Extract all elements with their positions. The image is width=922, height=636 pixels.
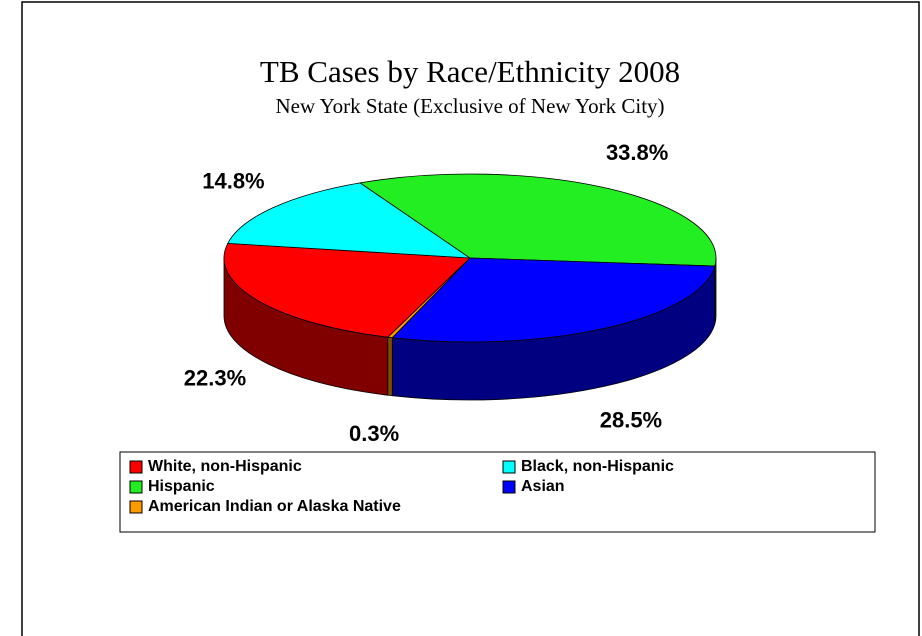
chart-title: TB Cases by Race/Ethnicity 2008	[260, 54, 680, 89]
pie-slice	[359, 173, 717, 267]
data-label: 14.8%	[202, 168, 264, 193]
legend-label: White, non-Hispanic	[148, 458, 302, 475]
pie-slice	[223, 242, 471, 338]
legend-swatch	[502, 460, 516, 474]
data-label: 33.8%	[606, 140, 668, 165]
legend-swatch	[129, 480, 143, 494]
legend-box	[119, 451, 876, 533]
pie-slice	[391, 257, 716, 343]
legend-label: Black, non-Hispanic	[521, 458, 674, 475]
legend-swatch	[129, 460, 143, 474]
legend-label: American Indian or Alaska Native	[148, 498, 401, 515]
data-label: 28.5%	[600, 407, 662, 432]
chart-subtitle: New York State (Exclusive of New York Ci…	[275, 94, 664, 118]
legend-label: Asian	[521, 478, 565, 495]
legend-swatch	[502, 480, 516, 494]
legend-label: Hispanic	[148, 478, 215, 495]
pie-slice	[227, 182, 472, 259]
legend-swatch	[129, 500, 143, 514]
pie-side	[387, 336, 393, 397]
pie-slice	[387, 257, 471, 339]
data-label: 22.3%	[184, 365, 246, 390]
data-label: 0.3%	[349, 421, 399, 446]
